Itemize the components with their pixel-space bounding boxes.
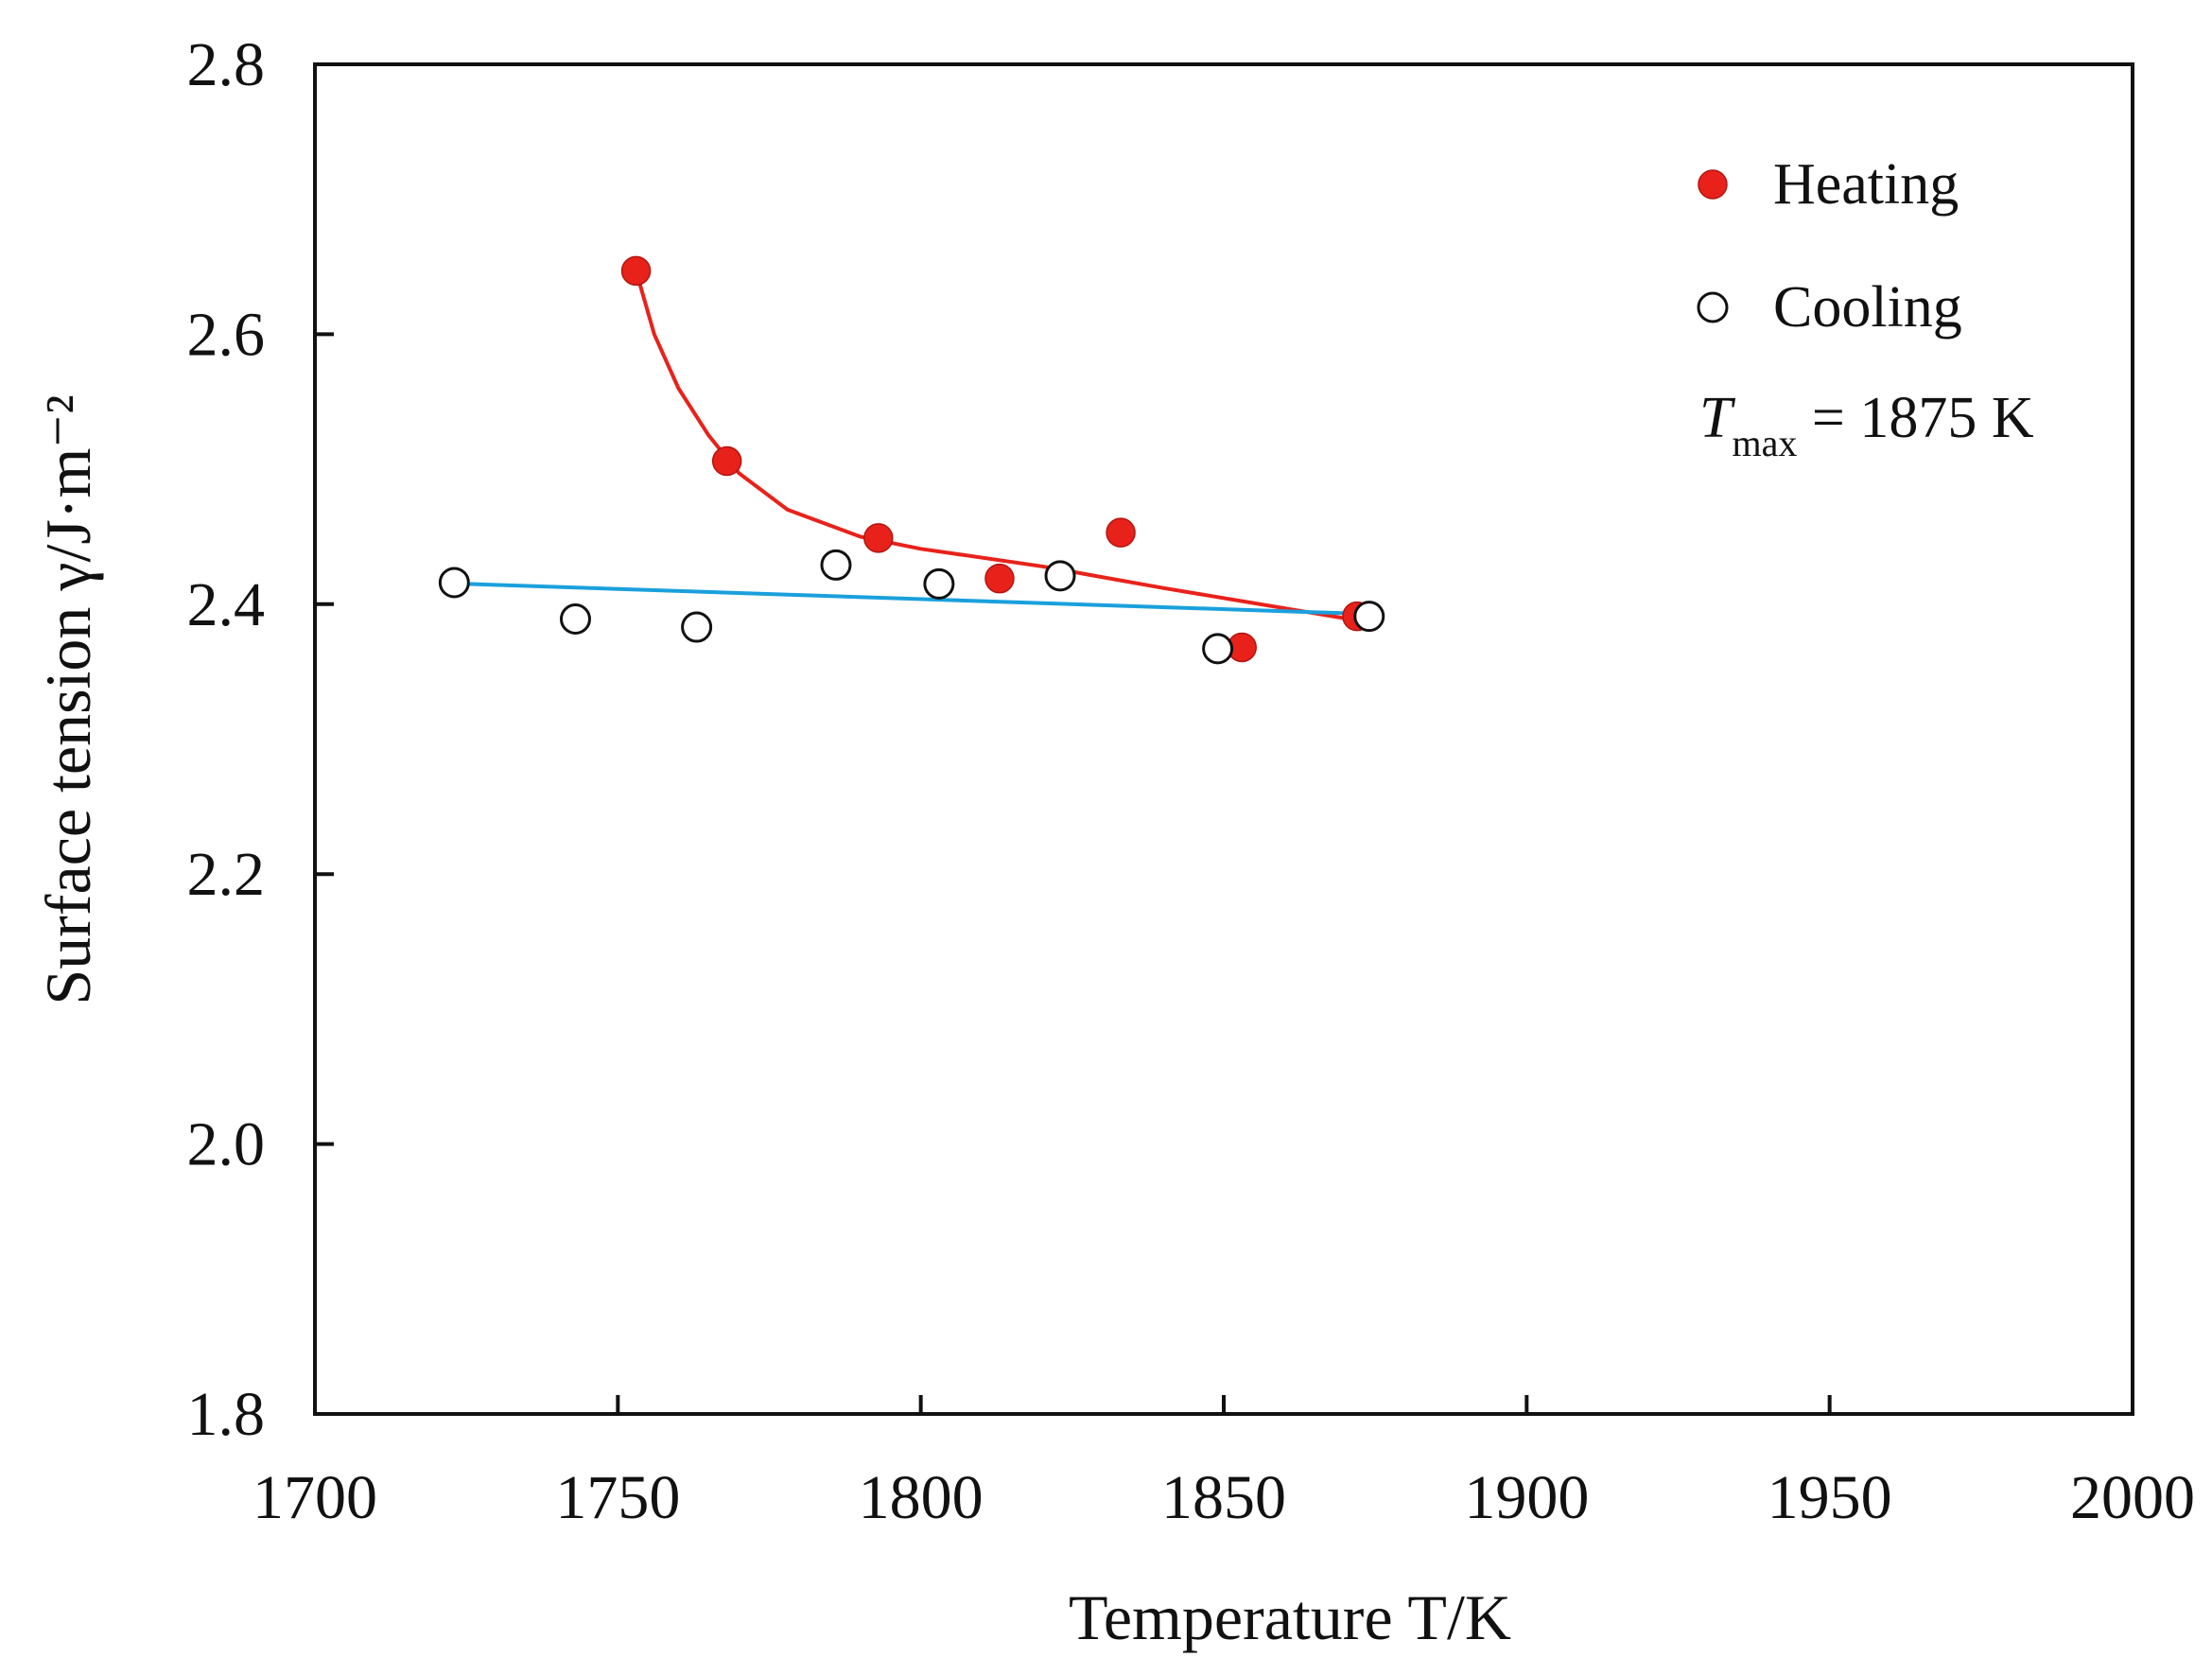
cooling-point	[923, 567, 955, 600]
cooling-legend-marker	[1697, 291, 1729, 323]
tmax-annotation: Tmax = 1875 K	[1699, 386, 2034, 464]
x-tick-label: 1900	[1464, 1463, 1589, 1532]
heating-fit-line	[634, 269, 1359, 622]
cooling-legend-label: Cooling	[1773, 275, 1962, 340]
tmax-value: = 1875 K	[1797, 386, 2033, 450]
cooling-point	[820, 549, 852, 581]
x-tick-label: 1700	[253, 1463, 377, 1532]
heating-point	[863, 523, 894, 553]
cooling-point	[438, 567, 470, 599]
cooling-fit-line	[464, 582, 1359, 616]
y-tick-label: 2.4	[187, 570, 266, 639]
x-tick-label: 1850	[1161, 1463, 1286, 1532]
x-axis-title: Temperature T/K	[1069, 1581, 1511, 1653]
axis-tick-labels: 1700 1750 1800 1850 1900 1950 2000 1.8 2.0 2.2 2.4…	[187, 30, 2196, 1532]
x-tick-label: 2000	[2070, 1463, 2195, 1532]
y-tick-label: 2.6	[187, 300, 266, 369]
heating-legend-marker	[1698, 169, 1728, 200]
cooling-point	[1353, 601, 1385, 633]
data-points	[438, 255, 1385, 665]
cooling-point	[1044, 560, 1076, 592]
axis-ticks	[313, 62, 2134, 1416]
heating-point	[984, 563, 1015, 594]
y-axis-title: Surface tension γ/J·m⁻²	[32, 394, 104, 1004]
legend: Heating Cooling	[1697, 152, 1962, 340]
cooling-point	[1202, 633, 1234, 665]
heating-point	[620, 255, 652, 287]
heating-legend-label: Heating	[1773, 152, 1959, 217]
tmax-symbol: T	[1699, 386, 1736, 450]
x-tick-label: 1950	[1768, 1463, 1892, 1532]
heating-point	[1106, 517, 1136, 548]
y-tick-label: 2.0	[187, 1110, 266, 1179]
tmax-subscript: max	[1732, 422, 1797, 464]
plot-frame	[313, 62, 2134, 1416]
y-tick-label: 1.8	[187, 1380, 266, 1449]
fit-lines	[464, 269, 1359, 622]
x-tick-label: 1750	[555, 1463, 680, 1532]
y-tick-label: 2.2	[187, 840, 266, 909]
heating-point	[711, 445, 742, 477]
cooling-point	[681, 611, 713, 643]
y-tick-label: 2.8	[187, 30, 266, 99]
cooling-point	[559, 602, 591, 635]
x-tick-label: 1800	[859, 1463, 984, 1532]
